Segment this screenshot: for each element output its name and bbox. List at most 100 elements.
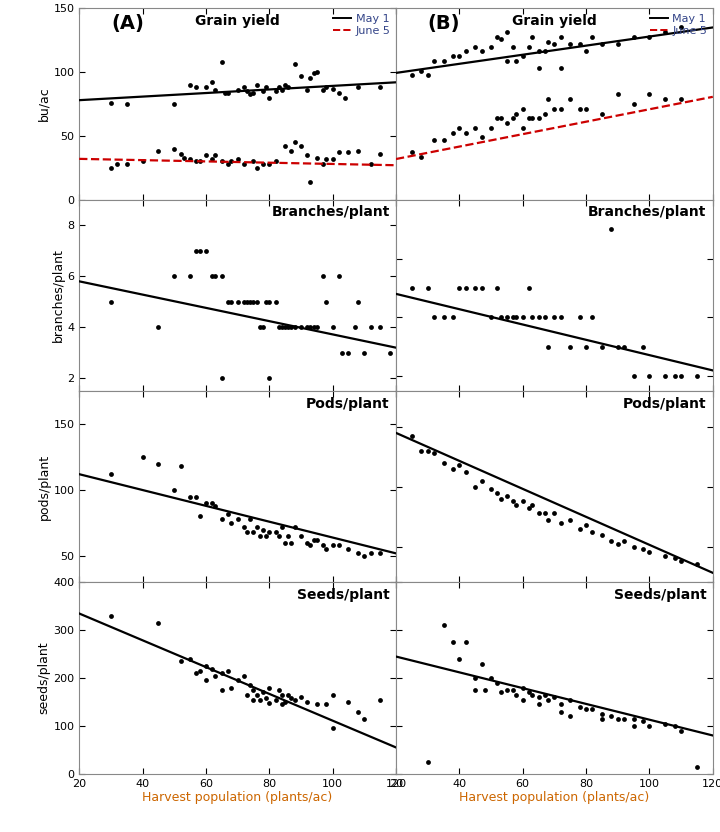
Point [225, 681, 237, 694]
Point [492, 676, 503, 690]
Point [476, 281, 487, 295]
Point [216, 55, 228, 68]
Point [660, 717, 671, 730]
Point [308, 533, 320, 547]
Point [485, 40, 497, 53]
Point [660, 549, 671, 562]
Point [580, 518, 592, 532]
Point [454, 281, 465, 295]
Point [596, 106, 608, 120]
Point [587, 702, 598, 716]
Point [508, 311, 519, 324]
Point [216, 513, 228, 526]
Point [264, 157, 275, 171]
Point [454, 458, 465, 472]
Point [510, 688, 522, 701]
Y-axis label: seeds/plant: seeds/plant [37, 641, 50, 715]
Point [273, 683, 284, 696]
Point [194, 155, 205, 168]
Point [257, 523, 269, 537]
Point [245, 295, 256, 309]
Point [105, 96, 117, 109]
Point [637, 542, 649, 556]
Point [539, 45, 551, 58]
Point [279, 696, 291, 709]
Point [555, 705, 567, 718]
Point [270, 526, 282, 539]
Point [574, 700, 585, 713]
Point [438, 54, 449, 67]
Point [526, 30, 538, 43]
Point [580, 102, 592, 116]
Point [336, 346, 348, 359]
Point [555, 311, 567, 324]
Point [311, 151, 323, 164]
Point [587, 30, 598, 43]
Point [216, 155, 228, 168]
Point [305, 72, 316, 85]
Point [279, 78, 291, 92]
Point [137, 155, 148, 168]
Point [279, 320, 291, 334]
Point [222, 295, 234, 309]
Point [564, 37, 576, 51]
Point [523, 686, 535, 699]
Point [476, 131, 487, 144]
Point [276, 688, 288, 701]
Point [574, 102, 585, 116]
Point [533, 311, 544, 324]
Point [200, 674, 212, 687]
Point [644, 719, 655, 732]
Point [261, 295, 272, 309]
Point [257, 320, 269, 334]
Point [318, 539, 329, 552]
Point [184, 152, 196, 166]
Point [279, 536, 291, 549]
Point [492, 111, 503, 125]
Point [510, 311, 522, 324]
Point [184, 270, 196, 283]
Point [628, 719, 639, 732]
Point [454, 121, 465, 135]
Point [612, 87, 624, 101]
Point [264, 372, 275, 385]
Point [251, 688, 262, 701]
Point [580, 702, 592, 716]
Point [320, 81, 332, 94]
Point [225, 517, 237, 530]
Point [596, 707, 608, 721]
Point [564, 513, 576, 527]
Point [232, 295, 243, 309]
X-axis label: Harvest population (plants/ac): Harvest population (plants/ac) [459, 791, 649, 805]
Point [359, 549, 370, 562]
Point [352, 81, 364, 94]
Point [333, 270, 345, 283]
Point [121, 97, 132, 111]
Point [501, 683, 513, 696]
Point [327, 320, 338, 334]
Point [121, 157, 132, 171]
Point [596, 37, 608, 51]
Point [248, 693, 259, 706]
Point [485, 483, 497, 496]
Point [232, 674, 243, 687]
Point [415, 64, 427, 77]
Point [533, 45, 544, 58]
Point [248, 86, 259, 99]
Point [264, 681, 275, 694]
Point [270, 155, 282, 168]
Point [286, 691, 297, 705]
Point [485, 121, 497, 135]
Point [200, 244, 212, 257]
Text: (B): (B) [428, 14, 460, 33]
Point [302, 148, 313, 161]
Point [495, 32, 506, 46]
Point [492, 30, 503, 43]
Point [660, 26, 671, 39]
Point [248, 683, 259, 696]
Point [112, 157, 123, 171]
Legend: May 1, June 5: May 1, June 5 [333, 14, 390, 36]
Point [279, 140, 291, 153]
Point [276, 320, 288, 334]
Point [374, 147, 386, 161]
